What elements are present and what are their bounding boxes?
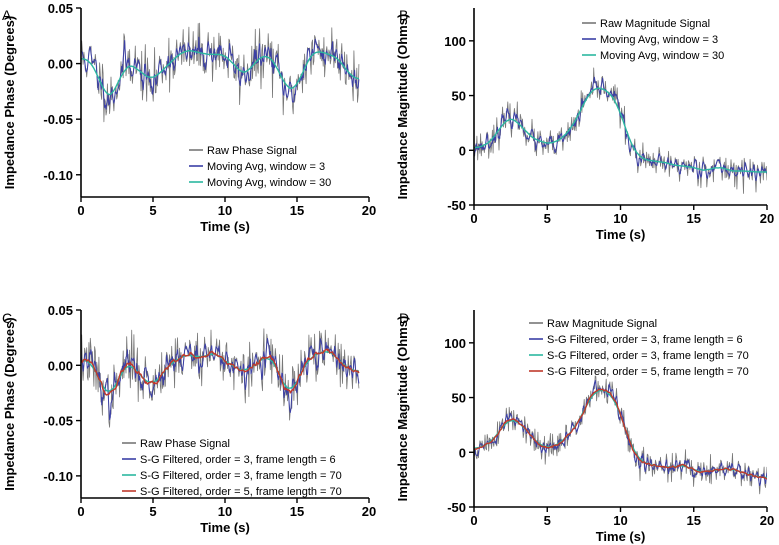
x-tick-label: 0 (470, 513, 477, 528)
series-group (474, 375, 767, 495)
series-line (474, 375, 767, 495)
x-tick-label: 5 (149, 504, 156, 519)
x-tick-label: 15 (687, 513, 701, 528)
y-axis-label: Impedance Phase (Degrees) (2, 16, 17, 189)
series-line (474, 388, 767, 480)
legend-entry: S-G Filtered, order = 5, frame length = … (140, 486, 342, 498)
x-tick-label: 10 (613, 513, 627, 528)
x-axis-label: Time (s) (596, 227, 646, 242)
legend-entry: S-G Filtered, order = 5, frame length = … (547, 366, 749, 378)
panel-letter: A (2, 7, 12, 23)
series-group (81, 328, 360, 428)
y-tick-label: 0 (459, 445, 466, 460)
y-tick-label: -50 (447, 198, 466, 213)
y-tick-label: 0.05 (48, 1, 73, 16)
y-tick-label: -0.10 (43, 168, 73, 183)
y-tick-label: 100 (444, 34, 466, 49)
chart-panel-d: D 0 5 10 15 20 100 50 0 -50 Time (s) Impedance Magn… (395, 310, 774, 544)
series-line (474, 389, 767, 479)
y-tick-label: -0.05 (43, 414, 73, 429)
panel-letter: D (399, 310, 409, 326)
y-tick-label: 0.00 (48, 358, 73, 373)
series-line (474, 67, 767, 194)
y-tick-label: 50 (452, 391, 466, 406)
legend-entry: Moving Avg, window = 30 (207, 177, 331, 189)
chart-panel-b: B 0 5 10 15 20 100 50 0 -50 Time (s) Impedance Magn… (395, 7, 774, 242)
legend-entry: Raw Magnitude Signal (600, 18, 710, 30)
x-tick-label: 0 (77, 504, 84, 519)
x-tick-label: 20 (362, 504, 376, 519)
legend: Raw Magnitude Signal S-G Filtered, order … (529, 318, 749, 378)
legend-entry: Moving Avg, window = 3 (207, 161, 325, 173)
legend-entry: S-G Filtered, order = 3, frame length = … (547, 350, 749, 362)
chart-panel-a: A 0 5 10 15 20 0.05 0.00 -0.05 -0.10 Time (s) Imped… (2, 1, 376, 234)
x-tick-label: 15 (290, 504, 304, 519)
x-tick-label: 20 (760, 211, 774, 226)
legend-entry: S-G Filtered, order = 3, frame length = … (140, 454, 336, 466)
legend-entry: S-G Filtered, order = 3, frame length = … (547, 334, 743, 346)
x-tick-label: 15 (290, 203, 304, 218)
series-line (81, 22, 360, 123)
series-line (81, 328, 360, 428)
legend-entry: Raw Phase Signal (140, 438, 230, 450)
legend-entry: Moving Avg, window = 30 (600, 50, 724, 62)
x-tick-label: 5 (149, 203, 156, 218)
legend-entry: Raw Magnitude Signal (547, 318, 657, 330)
x-tick-label: 5 (544, 513, 551, 528)
y-tick-label: 0.00 (48, 57, 73, 72)
x-tick-label: 5 (544, 211, 551, 226)
legend-entry: S-G Filtered, order = 3, frame length = … (140, 470, 342, 482)
x-tick-label: 20 (760, 513, 774, 528)
x-tick-label: 20 (362, 203, 376, 218)
series-line (81, 50, 360, 96)
y-tick-label: 0 (459, 143, 466, 158)
y-axis-label: Impedance Magnitude (Ohms) (395, 316, 410, 502)
legend-entry: Moving Avg, window = 3 (600, 34, 718, 46)
y-tick-label: 100 (444, 336, 466, 351)
chart-panel-c: C 0 5 10 15 20 0.05 0.00 -0.05 -0.10 Time (s) Imped… (2, 303, 376, 535)
panel-letter: C (2, 310, 12, 326)
x-axis-label: Time (s) (200, 219, 250, 234)
y-tick-label: -50 (447, 500, 466, 515)
series-group (474, 67, 767, 194)
y-axis-label: Impedance Magnitude (Ohms) (395, 14, 410, 200)
series-line (81, 348, 360, 396)
x-axis-label: Time (s) (596, 529, 646, 544)
y-tick-label: 50 (452, 89, 466, 104)
y-tick-label: -0.10 (43, 469, 73, 484)
series-line (81, 36, 360, 110)
legend: Raw Phase Signal S-G Filtered, order = 3,… (122, 438, 342, 498)
y-axis-label: Impedance Phase (Degrees) (2, 317, 17, 490)
series-group (81, 22, 360, 123)
legend: Raw Phase Signal Moving Avg, window = 3 Mo… (189, 145, 331, 189)
x-tick-label: 10 (218, 203, 232, 218)
x-tick-label: 15 (687, 211, 701, 226)
series-line (474, 87, 767, 173)
legend-entry: Raw Phase Signal (207, 145, 297, 157)
x-tick-label: 10 (218, 504, 232, 519)
x-tick-label: 0 (77, 203, 84, 218)
panel-letter: B (399, 7, 408, 23)
y-tick-label: 0.05 (48, 303, 73, 318)
x-axis-label: Time (s) (200, 520, 250, 535)
legend: Raw Magnitude Signal Moving Avg, window =… (582, 18, 724, 62)
x-tick-label: 10 (613, 211, 627, 226)
x-tick-label: 0 (470, 211, 477, 226)
y-tick-label: -0.05 (43, 112, 73, 127)
